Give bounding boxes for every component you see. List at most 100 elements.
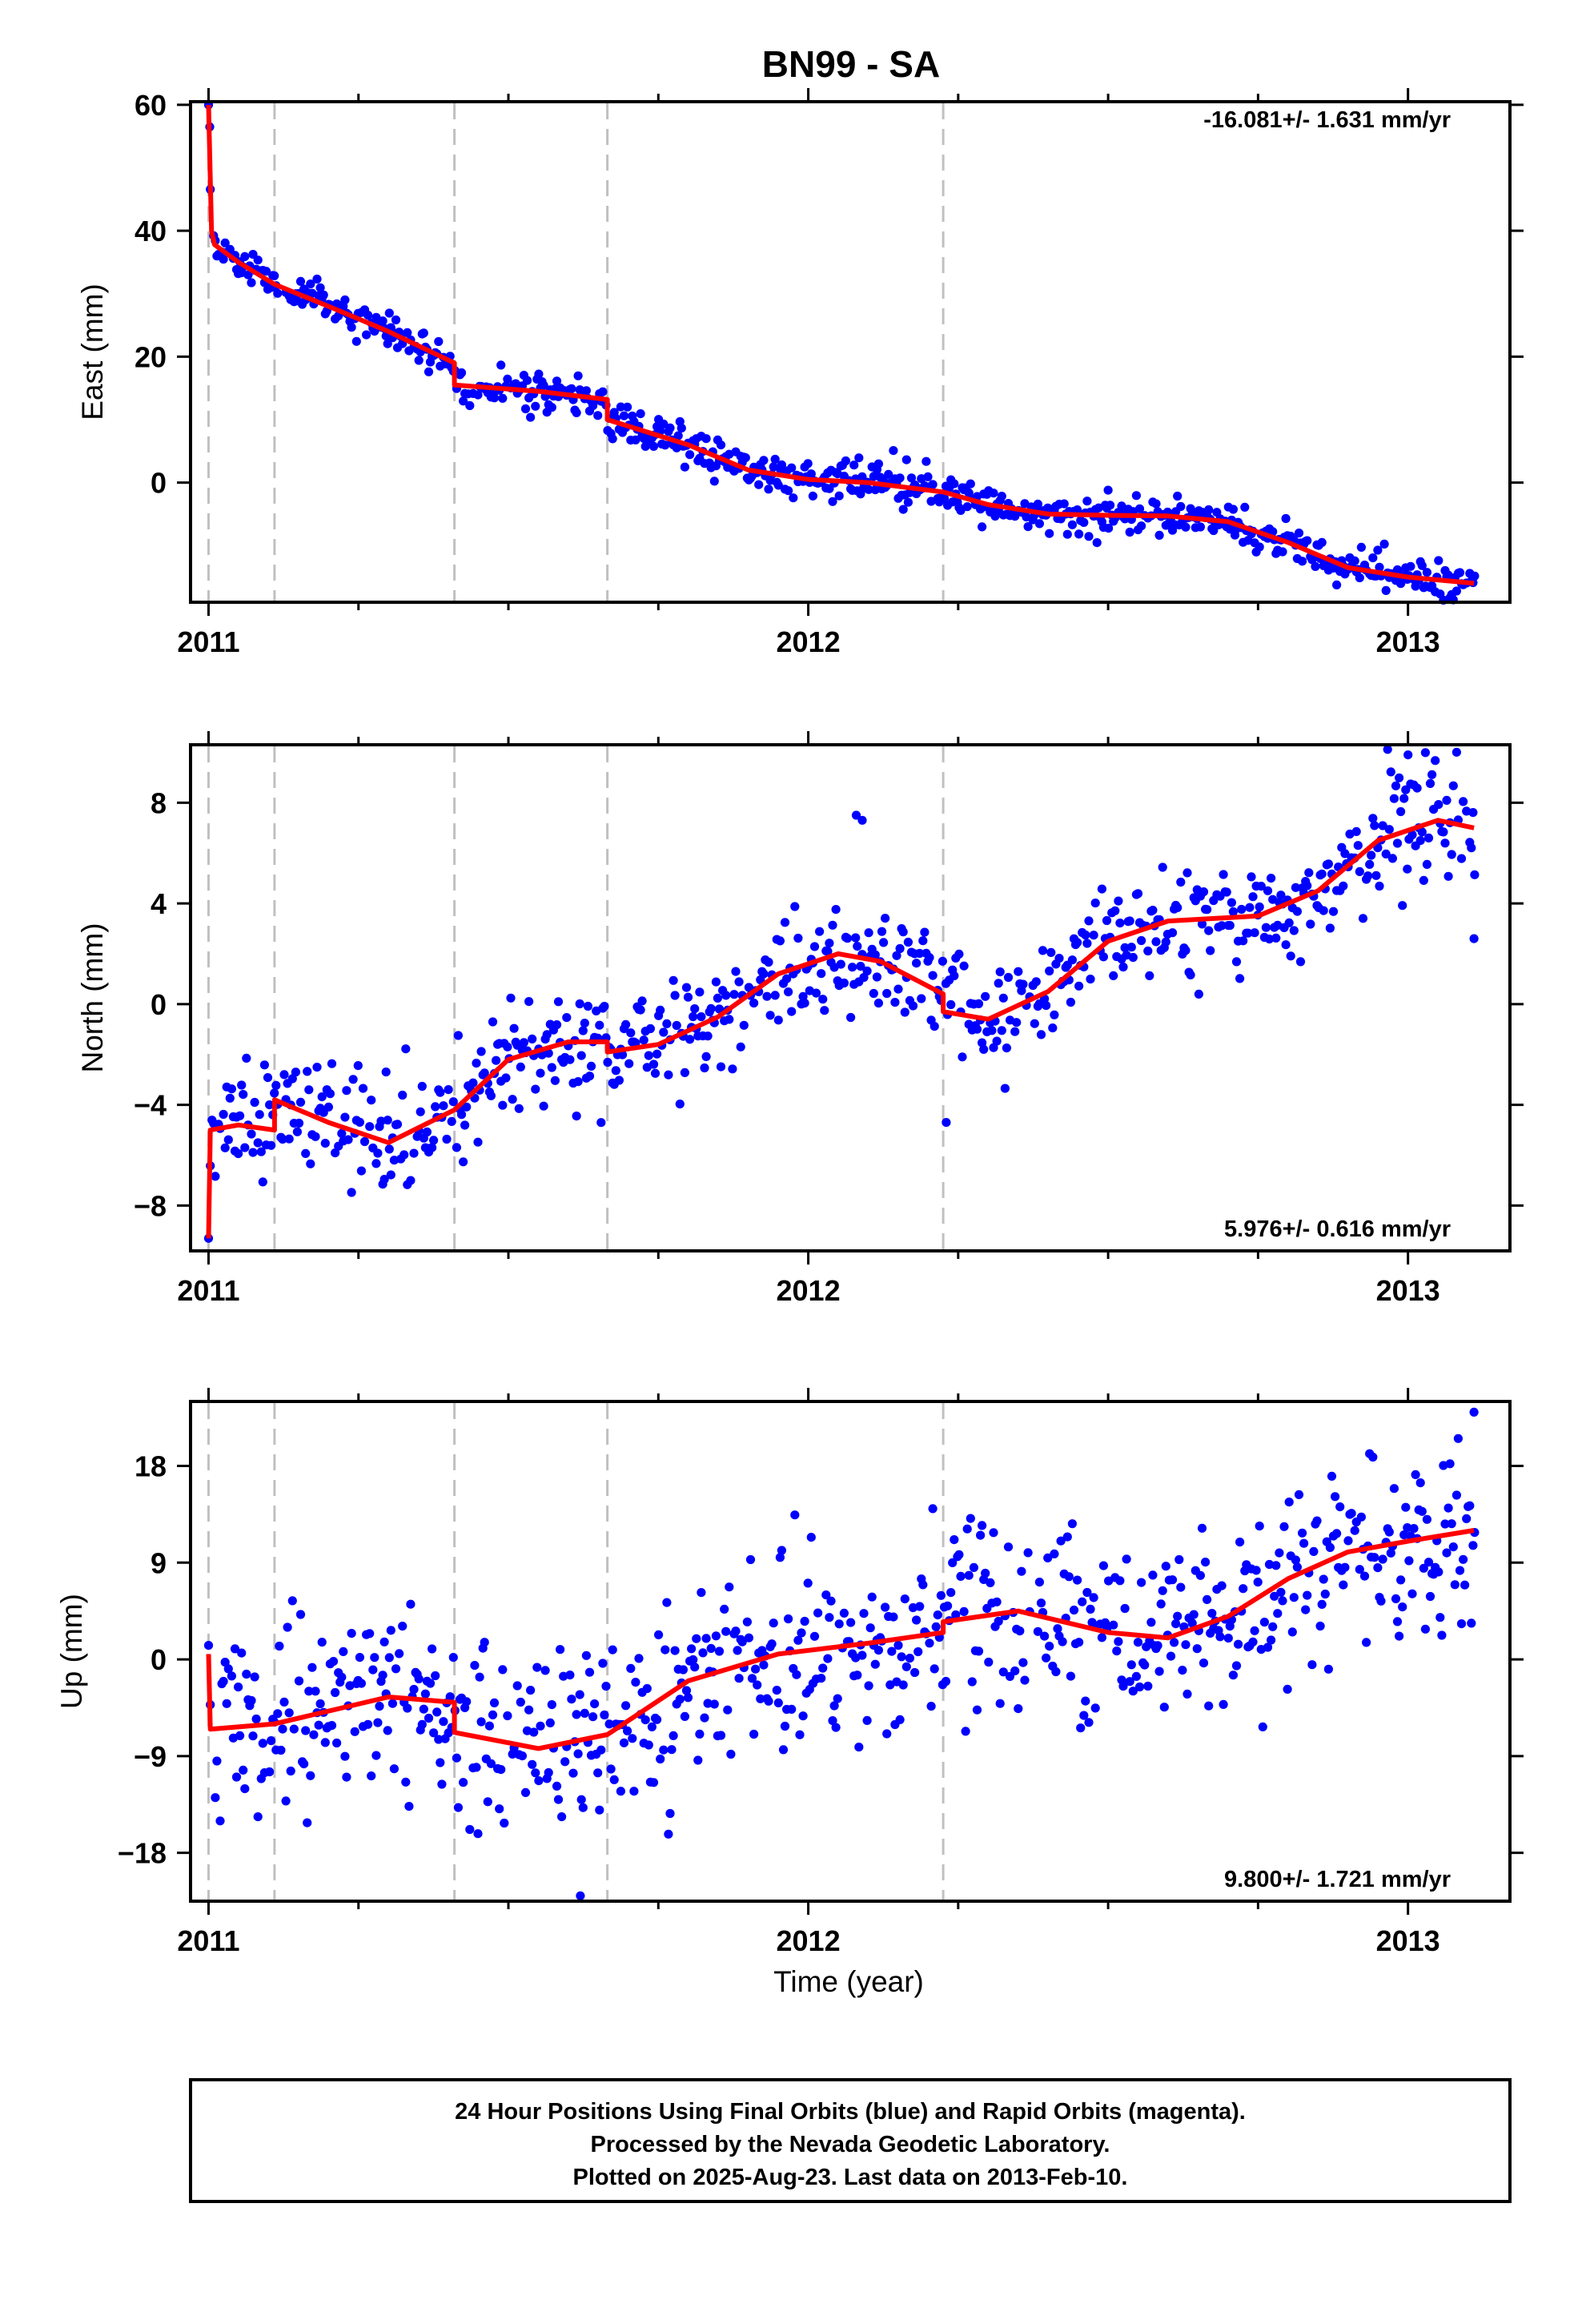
data-point (416, 1107, 425, 1116)
data-point (572, 1112, 581, 1121)
data-point (234, 1149, 243, 1159)
data-point (716, 440, 726, 450)
data-point (793, 933, 803, 943)
data-point (294, 1118, 304, 1128)
data-point (576, 1051, 586, 1060)
data-point (500, 1818, 509, 1828)
data-point (1182, 1689, 1192, 1699)
data-point (623, 402, 632, 412)
data-point (1225, 525, 1235, 534)
data-point (484, 1721, 495, 1731)
data-point (1067, 955, 1077, 965)
data-point (520, 404, 531, 414)
footer-line-3: Plotted on 2025-Aug-23. Last data on 201… (573, 2165, 1128, 2190)
data-point (1343, 1536, 1353, 1546)
footer-box: 24 Hour Positions Using Final Orbits (bl… (189, 2078, 1512, 2203)
data-point (389, 1764, 399, 1774)
data-point (498, 1100, 508, 1110)
data-point (889, 1612, 898, 1622)
data-point (498, 393, 508, 403)
data-point (299, 1759, 309, 1769)
data-point (775, 1553, 785, 1562)
data-point (642, 1683, 652, 1694)
y-tick-label: 60 (135, 89, 167, 122)
data-point (1081, 930, 1090, 940)
data-point (1373, 1563, 1383, 1573)
data-point (363, 311, 373, 320)
north-panel: 2011 2012 2013 8 4 0 −4 −8 North (mm) 5.976+/- 0.… (76, 731, 1524, 1307)
data-point (1317, 869, 1327, 879)
data-point (853, 942, 862, 951)
data-point (403, 328, 412, 337)
data-point (1181, 522, 1191, 532)
data-point (588, 1712, 598, 1722)
data-point (803, 459, 813, 468)
data-point (621, 1701, 631, 1711)
data-point (1437, 1630, 1447, 1640)
data-point (1450, 1580, 1460, 1590)
data-point (1126, 943, 1136, 952)
data-point (1097, 884, 1106, 894)
data-point (925, 1638, 934, 1648)
data-point (287, 1596, 297, 1606)
data-point (1174, 1554, 1184, 1565)
data-point (1353, 841, 1363, 850)
data-point (925, 953, 934, 963)
data-point (516, 1697, 525, 1707)
data-point (867, 1592, 877, 1602)
data-point (378, 316, 387, 326)
data-point (803, 1578, 813, 1588)
data-point (1392, 838, 1403, 848)
data-point (1403, 750, 1413, 760)
data-point (1271, 1561, 1281, 1570)
data-point (1417, 1506, 1427, 1516)
data-point (1351, 826, 1361, 836)
data-point (1460, 1580, 1470, 1590)
data-point (242, 1669, 251, 1679)
data-point (680, 1711, 690, 1721)
data-point (1399, 794, 1409, 803)
data-point (1125, 1677, 1134, 1687)
data-point (966, 479, 975, 489)
data-point (1125, 916, 1134, 926)
x-tick-label: 2012 (777, 1924, 841, 1957)
data-point (800, 999, 809, 1008)
data-point (223, 1135, 233, 1144)
data-point (1304, 868, 1314, 878)
data-point (1455, 1566, 1465, 1575)
data-point (459, 1778, 468, 1787)
data-point (1248, 1637, 1258, 1647)
data-point (1161, 1562, 1170, 1571)
data-point (234, 1683, 243, 1692)
data-point (721, 991, 731, 1000)
data-point (552, 1781, 562, 1791)
data-point (948, 1558, 958, 1567)
data-point (775, 936, 785, 946)
data-point (1415, 1478, 1425, 1488)
data-point (895, 1715, 905, 1724)
data-point (556, 1645, 565, 1655)
data-point (231, 1772, 242, 1782)
data-point (1189, 1610, 1199, 1619)
data-point (386, 1170, 396, 1180)
data-point (1045, 1642, 1054, 1651)
data-point (456, 1110, 467, 1120)
data-point (619, 1738, 629, 1747)
data-point (1294, 529, 1304, 538)
data-point (447, 1116, 456, 1126)
data-point (586, 1061, 596, 1071)
data-point (486, 1759, 496, 1768)
data-point (395, 1649, 404, 1659)
data-point (448, 1097, 458, 1107)
data-point (347, 1188, 356, 1197)
data-point (444, 1085, 453, 1095)
data-point (472, 1059, 481, 1068)
data-point (1227, 898, 1236, 907)
data-point (817, 969, 826, 979)
data-point (230, 1644, 240, 1654)
data-point (373, 1718, 383, 1727)
data-point (772, 1686, 781, 1695)
data-point (1387, 854, 1397, 863)
data-point (1440, 1519, 1450, 1529)
data-point (220, 1143, 230, 1152)
